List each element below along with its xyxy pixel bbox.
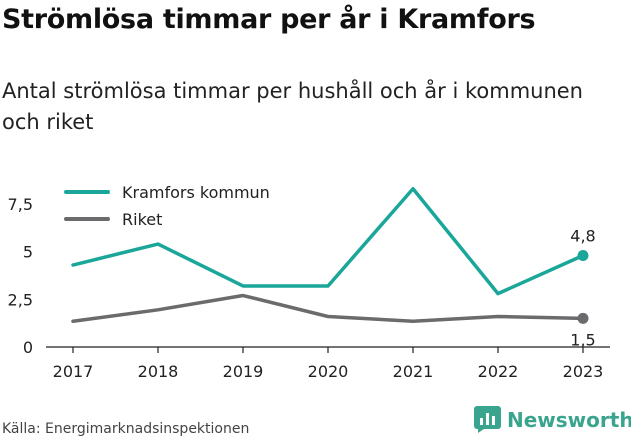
y-tick-label: 7,5 (8, 195, 33, 214)
brand-logo: Newsworthy (474, 406, 631, 433)
series-line (71, 186, 585, 296)
legend-label: Kramfors kommun (122, 183, 270, 202)
x-tick-label: 2021 (393, 362, 434, 381)
series-end-point (577, 312, 589, 324)
chart-subtitle: Antal strömlösa timmar per hushåll och å… (2, 79, 583, 134)
series-end-label: 4,8 (570, 226, 595, 245)
series-end-label: 1,5 (570, 330, 595, 349)
legend-label: Riket (122, 210, 162, 229)
x-tick-label: 2018 (138, 362, 179, 381)
source-note: Källa: Energimarknadsinspektionen (2, 421, 250, 437)
series-end-point (577, 249, 589, 261)
y-tick-label: 2,5 (8, 290, 33, 309)
bar-chart-icon (474, 406, 501, 433)
x-tick-label: 2019 (223, 362, 264, 381)
x-tick-label: 2020 (308, 362, 349, 381)
x-tick-label: 2017 (53, 362, 94, 381)
brand-name: Newsworthy (507, 407, 631, 432)
series-line (71, 293, 585, 324)
chart-title: Strömlösa timmar per år i Kramfors (2, 4, 536, 35)
y-tick-label: 0 (23, 338, 33, 357)
y-tick-label: 5 (23, 243, 33, 262)
x-tick-label: 2022 (478, 362, 519, 381)
line-chart: 0 2,5 5 7,5 2017 2018 2019 2020 2021 2022 2023 4,8 1… (8, 183, 610, 381)
x-tick-label: 2023 (563, 362, 604, 381)
